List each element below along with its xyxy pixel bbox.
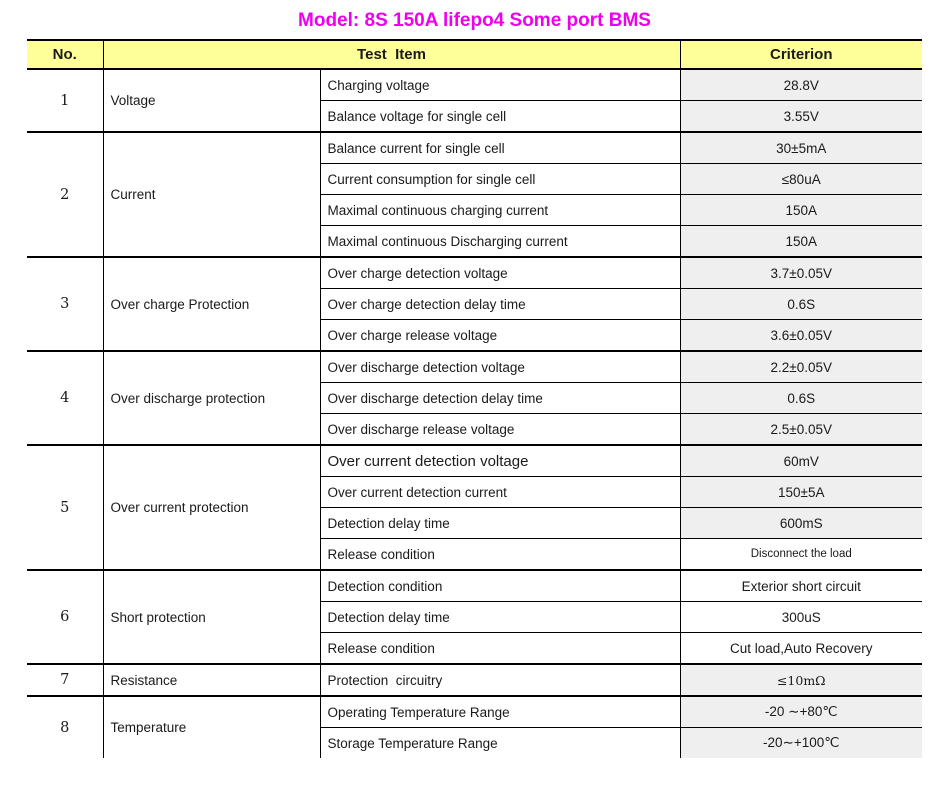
test-item-cell: Over charge detection voltage (320, 256, 681, 289)
category-label: Voltage (103, 68, 321, 132)
test-item-cell: Release condition (320, 538, 681, 570)
test-item-cell: Maximal continuous charging current (320, 194, 681, 226)
table-row: Detection delay time 600mS (27, 507, 922, 539)
table-row: Balance voltage for single cell 3.55V (27, 100, 922, 132)
criterion-cell: Cut load,Auto Recovery (680, 632, 922, 664)
test-item-cell: Over discharge release voltage (320, 413, 681, 445)
row-number: 1 (27, 68, 104, 132)
page-title: Model: 8S 150A lifepo4 Some port BMS (298, 10, 651, 31)
test-item-cell: Storage Temperature Range (320, 727, 681, 758)
category-label: Current (103, 131, 321, 257)
row-number: 7 (27, 663, 104, 696)
criterion-cell: 3.7±0.05V (680, 256, 922, 289)
spec-table-body: 1 Voltage Charging voltage 28.8V Balance vol… (27, 68, 922, 758)
table-row: 6 Short protection Detection condition Exte… (27, 569, 922, 664)
test-item-cell: Detection condition (320, 569, 681, 602)
criterion-cell: 3.6±0.05V (680, 319, 922, 351)
criterion-cell: 0.6S (680, 382, 922, 414)
test-item-cell: Over charge release voltage (320, 319, 681, 351)
header-row: No. Test Item Criterion (27, 39, 922, 70)
table-row: Over discharge detection delay time 0.6S (27, 382, 922, 414)
table-row: 3 Over charge Protection Over charge detec… (27, 256, 922, 351)
table-row: Over charge detection delay time 0.6S (27, 288, 922, 320)
test-item-cell: Detection delay time (320, 601, 681, 633)
category-label: Over discharge protection (103, 350, 321, 445)
header-no: No. (27, 39, 104, 70)
table-row: Over current detection current 150±5A (27, 476, 922, 508)
test-item-cell: Balance voltage for single cell (320, 100, 681, 132)
row-number: 4 (27, 350, 104, 445)
criterion-cell: 30±5mA (680, 131, 922, 164)
header-test-item: Test Item (103, 39, 680, 70)
criterion-cell: 3.55V (680, 100, 922, 132)
criterion-cell: -20 ∼+80℃ (680, 695, 922, 728)
category-label: Short protection (103, 569, 321, 664)
table-row: 5 Over current protection Over current det… (27, 444, 922, 570)
spec-table: No. Test Item Criterion 1 Voltage Charging… (27, 39, 922, 758)
criterion-cell: -20∼+100℃ (680, 727, 922, 758)
row-number: 5 (27, 444, 104, 570)
table-row: Detection delay time 300uS (27, 601, 922, 633)
criterion-cell: ≤10mΩ (680, 663, 922, 696)
test-item-cell: Detection delay time (320, 507, 681, 539)
table-row: Release condition Cut load,Auto Recovery (27, 632, 922, 664)
criterion-cell: 150±5A (680, 476, 922, 508)
criterion-cell: 0.6S (680, 288, 922, 320)
table-row: 4 Over discharge protection Over discharge… (27, 350, 922, 445)
test-item-cell: Over discharge detection delay time (320, 382, 681, 414)
criterion-cell: 150A (680, 194, 922, 226)
criterion-cell: Disconnect the load (680, 538, 922, 570)
category-label: Resistance (103, 663, 321, 696)
criterion-cell: 60mV (680, 444, 922, 477)
test-item-cell: Current consumption for single cell (320, 163, 681, 195)
category-label: Over current protection (103, 444, 321, 570)
row-number: 6 (27, 569, 104, 664)
test-item-cell: Charging voltage (320, 68, 681, 101)
test-item-cell: Maximal continuous Discharging current (320, 225, 681, 257)
criterion-cell: 2.5±0.05V (680, 413, 922, 445)
row-number: 3 (27, 256, 104, 351)
criterion-cell: 300uS (680, 601, 922, 633)
table-row: Over discharge release voltage 2.5±0.05V (27, 413, 922, 445)
table-row: Maximal continuous charging current 150A (27, 194, 922, 226)
criterion-cell: 2.2±0.05V (680, 350, 922, 383)
table-row: Release condition Disconnect the load (27, 538, 922, 570)
criterion-cell: 150A (680, 225, 922, 257)
criterion-cell: Exterior short circuit (680, 569, 922, 602)
criterion-cell: 600mS (680, 507, 922, 539)
row-number: 2 (27, 131, 104, 257)
header-criterion: Criterion (679, 39, 922, 70)
test-item-cell: Over current detection voltage (320, 444, 681, 477)
table-row: Storage Temperature Range -20∼+100℃ (27, 727, 922, 758)
test-item-cell: Release condition (320, 632, 681, 664)
row-number: 8 (27, 695, 104, 758)
test-item-cell: Operating Temperature Range (320, 695, 681, 728)
test-item-cell: Over current detection current (320, 476, 681, 508)
table-row: 8 Temperature Operating Temperature Range -… (27, 695, 922, 758)
table-row: 1 Voltage Charging voltage 28.8V (27, 68, 922, 132)
category-label: Temperature (103, 695, 321, 758)
table-row: Current consumption for single cell ≤80uA (27, 163, 922, 195)
criterion-cell: 28.8V (680, 68, 922, 101)
table-row: 7 Resistance Protection circuitry ≤10mΩ (27, 663, 922, 696)
category-label: Over charge Protection (103, 256, 321, 351)
criterion-cell: ≤80uA (680, 163, 922, 195)
table-row: Maximal continuous Discharging current 15… (27, 225, 922, 257)
test-item-cell: Over discharge detection voltage (320, 350, 681, 383)
test-item-cell: Over charge detection delay time (320, 288, 681, 320)
test-item-cell: Balance current for single cell (320, 131, 681, 164)
test-item-cell: Protection circuitry (320, 663, 681, 696)
table-row: Over charge release voltage 3.6±0.05V (27, 319, 922, 351)
table-row: 2 Current Balance current for single cell 3… (27, 131, 922, 257)
